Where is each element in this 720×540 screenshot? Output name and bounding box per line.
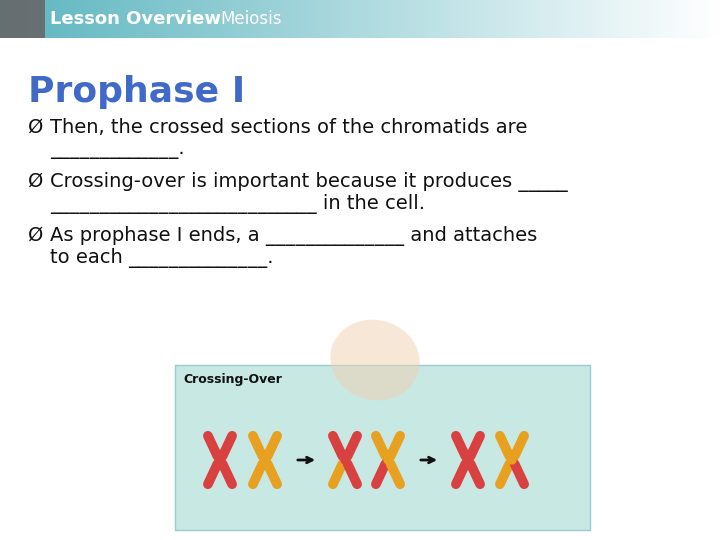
Circle shape xyxy=(261,456,269,464)
Text: Ø: Ø xyxy=(28,118,43,137)
Circle shape xyxy=(341,456,349,464)
Ellipse shape xyxy=(330,320,420,400)
Text: Meiosis: Meiosis xyxy=(220,10,282,28)
Text: Ø: Ø xyxy=(28,172,43,191)
Circle shape xyxy=(216,456,224,464)
Text: _____________.: _____________. xyxy=(50,140,184,159)
Text: Crossing-over is important because it produces _____: Crossing-over is important because it pr… xyxy=(50,172,568,192)
Text: to each ______________.: to each ______________. xyxy=(50,248,274,268)
Text: ___________________________ in the cell.: ___________________________ in the cell. xyxy=(50,194,425,214)
Text: Prophase I: Prophase I xyxy=(28,75,246,109)
Circle shape xyxy=(384,456,392,464)
Text: Ø: Ø xyxy=(28,226,43,245)
Bar xyxy=(175,365,590,530)
Text: Lesson Overview: Lesson Overview xyxy=(50,10,221,28)
Text: As prophase I ends, a ______________ and attaches: As prophase I ends, a ______________ and… xyxy=(50,226,537,246)
Bar xyxy=(0,0,45,38)
Text: Then, the crossed sections of the chromatids are: Then, the crossed sections of the chroma… xyxy=(50,118,527,137)
Circle shape xyxy=(464,456,472,464)
Circle shape xyxy=(508,456,516,464)
Text: Crossing-Over: Crossing-Over xyxy=(183,373,282,386)
